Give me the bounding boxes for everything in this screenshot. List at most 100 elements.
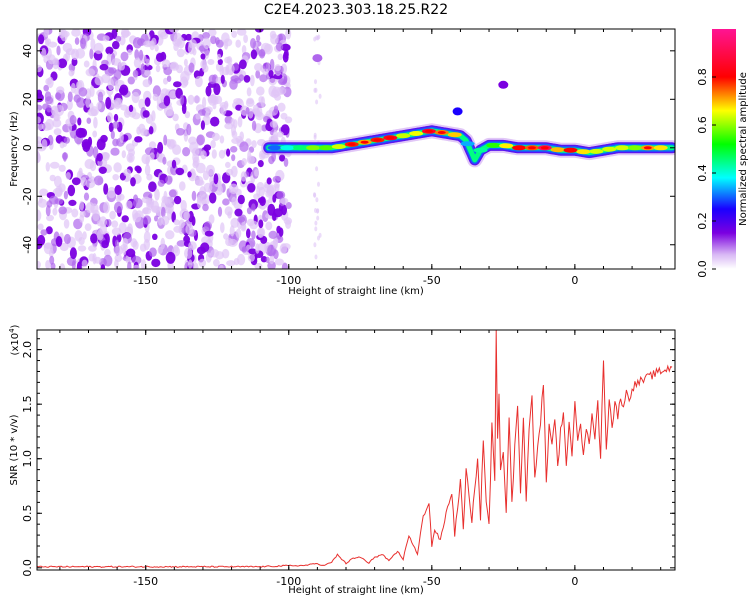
snr-x-ticks: -150 -100 -50 0	[59, 330, 662, 588]
noise-speck	[213, 259, 220, 267]
noise-speck	[107, 78, 115, 91]
noise-speck	[37, 223, 44, 231]
noise-speck	[233, 98, 243, 105]
ridge-hotspot	[280, 145, 295, 151]
noise-speck	[230, 217, 239, 228]
noise-speck	[276, 190, 286, 200]
noise-speck	[148, 141, 157, 149]
noise-speck	[256, 34, 261, 42]
noise-speck	[127, 76, 135, 85]
noise-speck	[273, 249, 279, 260]
noise-speck	[127, 223, 133, 236]
noise-speck	[268, 70, 274, 78]
noise-speck	[100, 264, 106, 269]
noise-speck	[232, 119, 238, 129]
x-tick-label: -100	[276, 274, 301, 287]
noise-speck	[110, 99, 118, 109]
noise-speck	[202, 31, 211, 40]
noise-speck	[251, 120, 257, 131]
noise-speck	[192, 156, 200, 167]
noise-speck	[195, 76, 203, 88]
noise-speck	[152, 233, 158, 240]
noise-speck	[112, 174, 119, 181]
noise-speck	[285, 29, 292, 40]
noise-speck	[47, 41, 58, 48]
ridge-peak	[373, 138, 382, 142]
noise-speck	[205, 164, 215, 176]
noise-speck	[187, 42, 195, 55]
noise-speck	[266, 185, 275, 197]
noise-speck	[268, 85, 278, 97]
noise-speck	[112, 40, 120, 50]
ridge-peak	[643, 146, 652, 150]
noise-speck	[45, 162, 50, 172]
noise-speck	[275, 42, 284, 52]
noise-speck	[65, 172, 71, 180]
noise-speck	[56, 86, 65, 94]
snr-background	[37, 330, 675, 570]
noise-speck	[103, 201, 110, 214]
noise-speck	[157, 246, 163, 254]
noise-speck	[253, 193, 261, 200]
noise-speck	[235, 39, 241, 48]
noise-speck	[37, 209, 42, 222]
y-tick-label: 1.5	[21, 395, 34, 413]
noise-speck	[247, 183, 256, 193]
noise-speck	[37, 104, 43, 111]
noise-speck	[221, 248, 230, 259]
noise-speck	[52, 118, 62, 128]
noise-speck	[45, 205, 51, 217]
ridge-peak	[515, 146, 524, 150]
noise-speck	[77, 117, 82, 126]
noise-speck	[47, 76, 54, 89]
x-tick-label: -100	[276, 575, 301, 588]
noise-speck	[156, 150, 163, 162]
noise-speck	[168, 189, 177, 198]
noise-speck	[255, 86, 265, 96]
y-tick-label: -20	[21, 187, 34, 205]
noise-speck	[140, 128, 148, 137]
noise-speck	[118, 222, 127, 234]
noise-speck	[144, 69, 152, 77]
noise-speck	[266, 177, 272, 185]
noise-speck	[315, 197, 319, 203]
noise-speck	[210, 140, 216, 149]
noise-speck	[54, 104, 65, 117]
x-tick-label: -150	[133, 274, 158, 287]
noise-speck	[313, 242, 317, 248]
noise-speck	[196, 134, 205, 146]
noise-speck	[90, 38, 96, 51]
noise-speck	[71, 208, 79, 218]
noise-speck	[313, 192, 316, 198]
noise-speck	[188, 259, 193, 269]
noise-speck	[270, 33, 279, 45]
ridge-hotspot	[396, 133, 411, 139]
noise-speck	[79, 214, 85, 223]
noise-speck	[226, 148, 231, 157]
noise-speck	[67, 184, 76, 197]
noise-speck	[96, 152, 103, 162]
noise-speck	[209, 175, 214, 185]
noise-speck	[240, 171, 247, 182]
noise-speck	[257, 160, 264, 168]
noise-speck	[166, 109, 175, 116]
noise-speck	[231, 196, 237, 206]
noise-speck	[246, 207, 252, 215]
noise-speck	[132, 37, 143, 49]
ridge-hotspot	[589, 148, 604, 154]
noise-speck	[152, 93, 159, 101]
spectrogram-ridge	[261, 54, 675, 168]
spectrogram-noise	[37, 29, 322, 269]
noise-speck	[37, 93, 44, 103]
snr-y-ticks: 0.0 0.5 1.0 1.5 2.0	[21, 338, 675, 577]
ridge-hotspot	[499, 143, 514, 149]
noise-speck	[166, 75, 172, 82]
noise-speck	[68, 199, 77, 206]
noise-speck	[37, 64, 42, 73]
noise-speck	[78, 87, 88, 97]
noise-speck	[210, 116, 220, 127]
noise-speck	[101, 240, 109, 249]
y-tick-label: 0.0	[21, 559, 34, 577]
noise-speck	[155, 64, 161, 73]
noise-speck	[75, 127, 86, 138]
